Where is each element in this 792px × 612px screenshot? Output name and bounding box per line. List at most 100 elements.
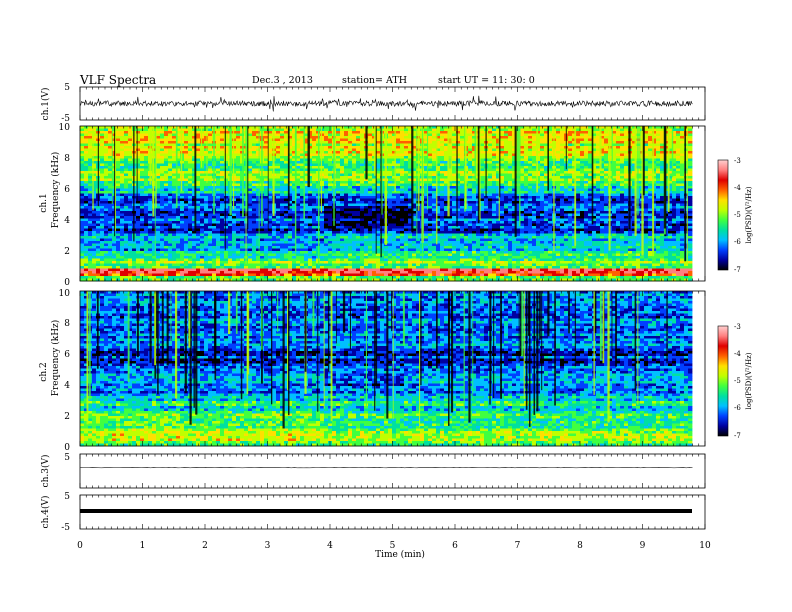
- spectrogram-cell: [320, 161, 324, 164]
- spectrogram-cell: [616, 141, 620, 144]
- spectrogram-cell: [136, 179, 140, 182]
- spectrogram-cell: [352, 179, 356, 182]
- spectrogram-cell: [680, 126, 684, 129]
- spectrogram-cell: [264, 144, 268, 147]
- spectrogram-cell: [676, 169, 680, 172]
- spectrogram-cell: [480, 166, 484, 169]
- spectrogram-cell: [120, 159, 124, 162]
- spectrogram-cell: [84, 164, 88, 167]
- spectrogram-cell: [568, 156, 572, 159]
- spectrogram-cell: [360, 141, 364, 144]
- spectrogram-cell: [284, 159, 288, 162]
- spectrogram-cell: [276, 144, 280, 147]
- spectrogram-cell: [356, 179, 360, 182]
- spectrogram-cell: [468, 146, 472, 149]
- spectrogram-cell: [676, 181, 680, 184]
- spectrogram-cell: [224, 164, 228, 167]
- spectrogram-cell: [560, 186, 564, 189]
- spectrogram-cell: [256, 156, 260, 159]
- spectrogram-cell: [560, 131, 564, 134]
- spectrogram-cell: [188, 161, 192, 164]
- spectrogram-cell: [492, 164, 496, 167]
- spectrogram-cell: [428, 159, 432, 162]
- spectrogram-cell: [688, 181, 692, 184]
- spectrogram-cell: [168, 151, 172, 154]
- spectrogram-cell: [224, 126, 228, 129]
- spectrogram-cell: [268, 161, 272, 164]
- spectrogram-cell: [688, 164, 692, 167]
- spectrogram-cell: [320, 179, 324, 182]
- spectrogram-cell: [88, 169, 92, 172]
- spectrogram-cell: [488, 161, 492, 164]
- spectrogram-cell: [312, 184, 316, 187]
- spectrogram-cell: [676, 159, 680, 162]
- spectrogram-cell: [480, 186, 484, 189]
- spectrogram-cell: [124, 141, 128, 144]
- spectrogram-cell: [556, 131, 560, 134]
- spectrogram-cell: [624, 129, 628, 132]
- spectrogram-cell: [508, 139, 512, 142]
- spectrogram-cell: [344, 164, 348, 167]
- spectrogram-cell: [524, 129, 528, 132]
- spectrogram-cell: [124, 161, 128, 164]
- spectrogram-cell: [348, 189, 352, 192]
- spectrogram-cell: [616, 129, 620, 132]
- spectrogram-cell: [160, 151, 164, 154]
- spectrogram-cell: [576, 189, 580, 192]
- spectrogram-cell: [124, 139, 128, 142]
- spectrogram-cell: [432, 169, 436, 172]
- spectrogram-cell: [600, 181, 604, 184]
- spectrogram-cell: [504, 174, 508, 177]
- spectrogram-cell: [532, 184, 536, 187]
- spectrogram-cell: [336, 131, 340, 134]
- spectrogram-cell: [556, 156, 560, 159]
- spectrogram-cell: [468, 169, 472, 172]
- spectrogram-cell: [220, 146, 224, 149]
- spectrogram-cell: [348, 184, 352, 187]
- spectrogram-cell: [648, 186, 652, 189]
- spectrogram-cell: [264, 169, 268, 172]
- spectrogram-cell: [324, 189, 328, 192]
- spectrogram-cell: [360, 184, 364, 187]
- spectrogram-cell: [404, 154, 408, 157]
- spectrogram-cell: [540, 134, 544, 137]
- spectrogram-cell: [624, 139, 628, 142]
- spectrogram-cell: [356, 174, 360, 177]
- spectrogram-cell: [524, 171, 528, 174]
- spectrogram-cell: [524, 189, 528, 192]
- spectrogram-cell: [220, 174, 224, 177]
- spectrogram-cell: [400, 129, 404, 132]
- spectrogram-cell: [564, 179, 568, 182]
- spectrogram-cell: [368, 161, 372, 164]
- spectrogram-cell: [604, 151, 608, 154]
- spectrogram-cell: [540, 179, 544, 182]
- spectrogram-cell: [324, 176, 328, 179]
- spectrogram-cell: [324, 146, 328, 149]
- spectrogram-cell: [676, 189, 680, 192]
- spectrogram-cell: [576, 134, 580, 137]
- spectrogram-cell: [172, 134, 176, 137]
- spectrogram-cell: [268, 184, 272, 187]
- spectrogram-cell: [620, 176, 624, 179]
- spectrogram-cell: [596, 179, 600, 182]
- spectrogram-cell: [676, 184, 680, 187]
- spectrogram-cell: [184, 176, 188, 179]
- spectrogram-cell: [88, 151, 92, 154]
- spectrogram-cell: [468, 191, 472, 194]
- spectrogram-cell: [88, 166, 92, 169]
- spectrogram-cell: [268, 134, 272, 137]
- spectrogram-cell: [368, 171, 372, 174]
- spectrogram-cell: [604, 171, 608, 174]
- spectrogram-cell: [596, 189, 600, 192]
- spectrogram-cell: [532, 179, 536, 182]
- spectrogram-cell: [280, 181, 284, 184]
- spectrogram-cell: [360, 126, 364, 129]
- spectrogram-cell: [388, 186, 392, 189]
- spectrogram-cell: [220, 171, 224, 174]
- spectrogram-cell: [524, 136, 528, 139]
- spectrogram-cell: [100, 154, 104, 157]
- spectrogram-cell: [276, 139, 280, 142]
- spectrogram-cell: [140, 186, 144, 189]
- spectrogram-cell: [344, 174, 348, 177]
- spectrogram-cell: [648, 129, 652, 132]
